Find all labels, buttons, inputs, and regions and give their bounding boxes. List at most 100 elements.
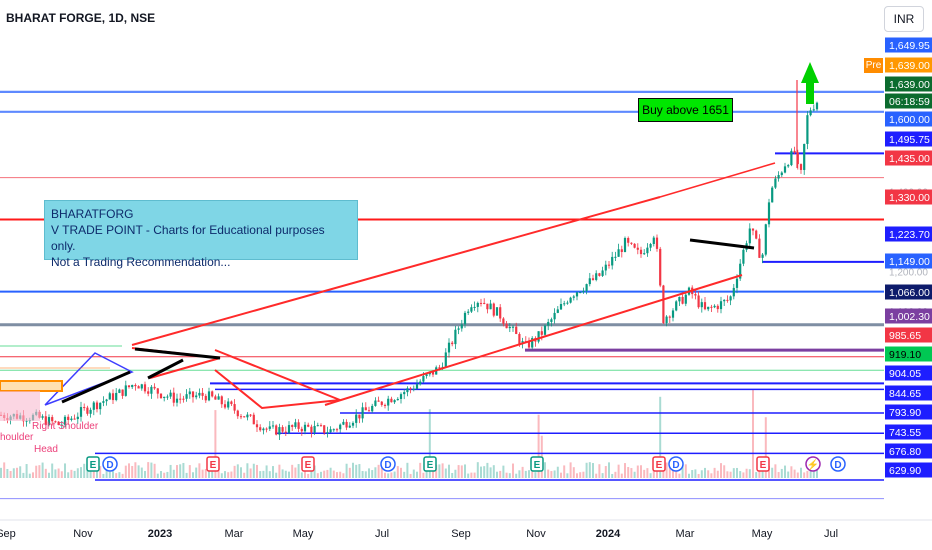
volume-bar [396, 466, 399, 478]
candle-body [655, 237, 659, 249]
price-tag-label: 844.65 [889, 388, 921, 400]
candle-body [553, 312, 556, 320]
earnings-marker[interactable]: E [86, 456, 100, 472]
note-line: Not a Trading Recommendation... [51, 255, 231, 269]
price-tag [885, 37, 932, 53]
earnings-marker[interactable]: E [301, 456, 315, 472]
candle-body [566, 302, 569, 304]
volume-bar [57, 468, 60, 478]
candle-body [550, 319, 553, 322]
price-tag-label: 919.10 [889, 349, 921, 361]
candle-body [646, 247, 649, 254]
candle-body [467, 311, 470, 313]
candle-body [803, 143, 806, 170]
volume-bar [6, 468, 9, 478]
candle-body [518, 334, 521, 345]
candle-body [51, 417, 54, 422]
volume-bar [336, 472, 338, 478]
candle-body [697, 295, 700, 308]
volume-bar [624, 463, 626, 478]
candle-body [127, 385, 131, 388]
candle-body [150, 386, 153, 394]
candle-body [671, 310, 675, 318]
candle-body [755, 230, 758, 239]
volume-bar [176, 465, 178, 478]
candle-body [335, 429, 339, 431]
volume-bar [630, 468, 633, 478]
dividend-marker[interactable]: D [102, 456, 118, 472]
candle-body [105, 399, 108, 402]
volume-bar [358, 464, 361, 478]
candle-body [92, 402, 95, 410]
volume-bar [230, 471, 233, 478]
candle-body [393, 400, 396, 403]
dividend-marker[interactable]: D [380, 456, 396, 472]
note-line: V TRADE POINT - Charts for Educational p… [51, 223, 325, 253]
volume-bar [582, 471, 585, 478]
candle-body [348, 425, 351, 428]
candle-body [73, 418, 76, 420]
volume-bar [246, 463, 249, 478]
volume-bar [707, 470, 710, 478]
volume-bar [595, 473, 598, 478]
volume-bar [636, 465, 639, 478]
x-tick-label: May [292, 528, 314, 540]
earnings-marker[interactable]: E [652, 456, 666, 472]
split-marker[interactable]: ⚡ [805, 456, 821, 472]
price-tag-label: 1,149.00 [889, 256, 930, 268]
volume-bar [265, 465, 268, 478]
candle-body [425, 374, 428, 377]
volume-bar [406, 462, 409, 478]
earnings-marker[interactable]: E [756, 456, 770, 472]
candle-body [259, 427, 262, 431]
candle-body [345, 421, 348, 428]
candle-body [159, 393, 163, 399]
candle-body [211, 391, 214, 397]
candle-body [227, 401, 230, 408]
volume-bar [601, 473, 604, 478]
candle-body [547, 321, 550, 326]
candle-body [79, 407, 83, 417]
volume-bar [281, 469, 284, 478]
volume-bar [483, 466, 486, 478]
candle-body [614, 256, 617, 258]
candle-body [313, 425, 316, 433]
volume-bar [259, 471, 262, 478]
candle-body [511, 326, 515, 328]
marker-label: E [427, 460, 434, 471]
candle-body [287, 425, 291, 433]
volume-bar [153, 463, 156, 478]
volume-bar [409, 473, 412, 478]
earnings-marker[interactable]: E [423, 456, 437, 472]
earnings-marker[interactable]: E [530, 456, 544, 472]
volume-bars [0, 389, 818, 478]
candle-body [399, 394, 403, 399]
candle-body [156, 388, 159, 394]
candle-body [563, 303, 566, 305]
volume-bar [179, 464, 182, 478]
volume-bar [339, 471, 342, 478]
volume-bar [214, 410, 217, 478]
candle-body [134, 384, 137, 387]
event-markers[interactable]: E D E E D E E E D E ⚡ D [86, 456, 846, 472]
dividend-marker[interactable]: D [668, 456, 684, 472]
candle-body [515, 326, 518, 335]
candle-body [774, 178, 777, 188]
dividend-marker[interactable]: D [830, 456, 846, 472]
volume-bar [560, 472, 562, 478]
candle-body [316, 425, 319, 427]
volume-bar [220, 473, 223, 478]
volume-bar [73, 470, 76, 478]
volume-bar [758, 468, 761, 478]
candle-body [457, 328, 460, 330]
volume-bar [800, 467, 802, 478]
volume-bar [377, 464, 380, 478]
currency-button[interactable]: INR [884, 6, 924, 32]
volume-bar [704, 467, 706, 478]
candles [0, 101, 819, 441]
volume-bar [547, 469, 550, 478]
candle-body [713, 305, 716, 308]
earnings-marker[interactable]: E [206, 456, 220, 472]
candle-body [579, 292, 582, 294]
